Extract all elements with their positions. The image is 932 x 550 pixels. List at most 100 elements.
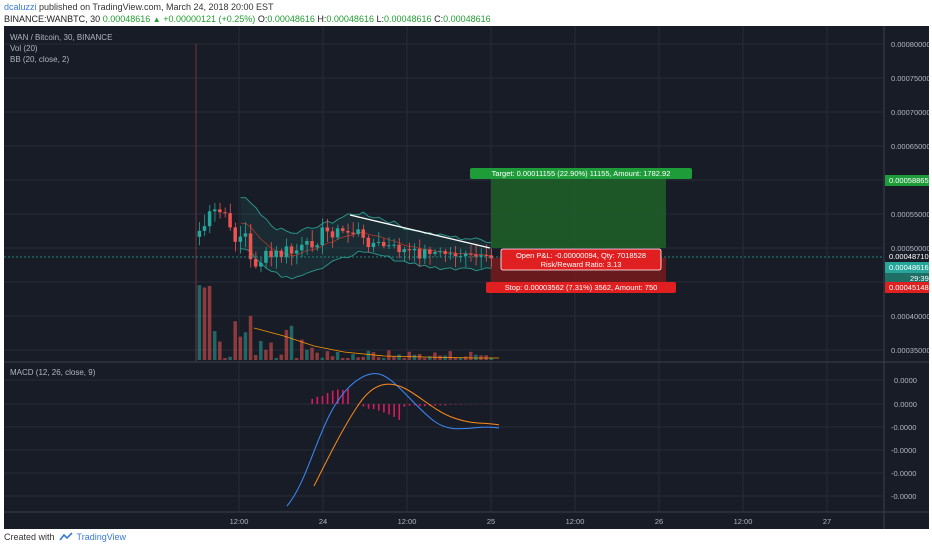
- volume-bars: [197, 285, 499, 360]
- volume-bar: [463, 356, 468, 360]
- time-tick: 26: [655, 517, 663, 526]
- macd-line: [286, 373, 500, 507]
- time-tick: 12:00: [734, 517, 753, 526]
- candle-body: [269, 250, 273, 257]
- candle-body: [315, 245, 319, 248]
- candle-body: [207, 211, 212, 227]
- candle-body: [284, 246, 289, 258]
- bb-upper: [240, 197, 492, 244]
- volume-bar: [387, 350, 391, 360]
- pnl-label: Open P&L: -0.00000094, Qty: 7018528: [516, 251, 646, 260]
- volume-legend[interactable]: Vol (20): [10, 44, 38, 53]
- high-value: 0.00048616: [326, 14, 374, 24]
- price-change: +0.00000121 (+0.25%): [163, 14, 256, 24]
- candle-body: [218, 209, 222, 213]
- candle-body: [335, 228, 340, 238]
- candle-body: [325, 227, 330, 232]
- macd-tick: -0.0000: [891, 492, 916, 501]
- bb-lower: [240, 248, 492, 280]
- volume-bar: [458, 358, 463, 360]
- symbol-quote-bar: BINANCE:WANBTC, 30 0.00048616 ▲ +0.00000…: [4, 14, 491, 24]
- volume-bar: [371, 352, 376, 360]
- volume-bar: [197, 285, 202, 360]
- volume-bar: [356, 357, 360, 360]
- candle-body: [346, 231, 350, 233]
- candle-body: [238, 236, 243, 242]
- candle-body: [463, 253, 468, 257]
- price-tick: 0.00075000: [891, 74, 929, 83]
- candle-body: [468, 253, 473, 255]
- macd-legend[interactable]: MACD (12, 26, close, 9): [10, 368, 96, 377]
- candle-body: [202, 226, 207, 231]
- bollinger-bands: [240, 197, 492, 280]
- volume-bar: [274, 358, 278, 360]
- time-tick: 25: [487, 517, 495, 526]
- candle-body: [253, 259, 258, 267]
- candle-body: [228, 213, 232, 228]
- chart-panel[interactable]: WAN / Bitcoin, 30, BINANCE Vol (20) BB (…: [4, 26, 931, 529]
- open-value: 0.00048616: [267, 14, 315, 24]
- volume-bar: [300, 339, 304, 360]
- line-price-text: 0.00048710: [889, 252, 929, 261]
- volume-bar: [474, 354, 478, 360]
- candle-body: [381, 241, 386, 247]
- volume-bar: [381, 358, 386, 360]
- candle-body: [212, 209, 217, 212]
- trend-line[interactable]: [349, 214, 491, 249]
- chart-grid: [4, 26, 884, 512]
- candle-body: [453, 253, 458, 257]
- time-axis[interactable]: 12:00 24 12:00 25 12:00 26 12:00 27: [230, 517, 832, 526]
- tradingview-link[interactable]: TradingView: [76, 532, 127, 542]
- pnl-label-box[interactable]: [500, 248, 662, 271]
- stop-price-tag: [885, 282, 929, 293]
- stop-label-box[interactable]: [486, 282, 676, 293]
- candle-body: [422, 249, 427, 259]
- line-price-tag: [885, 251, 929, 262]
- macd-tick: -0.0000: [891, 469, 916, 478]
- candle-body: [356, 229, 360, 235]
- candle-body: [223, 212, 227, 214]
- target-price-text: 0.00058865: [889, 176, 929, 185]
- macd-axis[interactable]: 0.0000 0.0000 -0.0000 -0.0000 -0.0000 -0…: [891, 376, 917, 501]
- target-label-box[interactable]: [470, 168, 692, 179]
- volume-bar: [351, 354, 355, 360]
- close-value: 0.00048616: [443, 14, 491, 24]
- chart-canvas[interactable]: WAN / Bitcoin, 30, BINANCE Vol (20) BB (…: [4, 26, 931, 529]
- stop-price-text: 0.00045148: [889, 283, 929, 292]
- author-link[interactable]: dcaluzzi: [4, 2, 37, 12]
- candle-body: [448, 253, 453, 255]
- price-tick: 0.00055000: [891, 210, 929, 219]
- volume-bar: [376, 357, 381, 360]
- bb-legend[interactable]: BB (20, close, 2): [10, 55, 69, 64]
- volume-bar: [212, 331, 217, 360]
- volume-bar: [412, 354, 417, 360]
- volume-ma: [253, 327, 499, 359]
- last-price: 0.00048616: [102, 14, 151, 24]
- published-text: published on TradingView.com, March 24, …: [39, 2, 274, 12]
- volume-bar: [264, 349, 268, 360]
- volume-bar: [361, 356, 365, 360]
- candle-body: [351, 232, 355, 235]
- created-with-text: Created with: [4, 532, 55, 542]
- current-price-tag: [885, 262, 929, 273]
- volume-bar: [279, 354, 284, 360]
- price-tick: 0.00040000: [891, 312, 929, 321]
- volume-bar: [289, 325, 294, 360]
- candle-body: [417, 248, 422, 259]
- volume-bar: [218, 341, 222, 360]
- volume-bar: [422, 358, 427, 360]
- chart-title: WAN / Bitcoin, 30, BINANCE: [10, 33, 112, 42]
- signal-line: [313, 383, 500, 487]
- volume-bar: [335, 351, 340, 360]
- candlesticks[interactable]: [197, 202, 493, 273]
- candle-body: [371, 242, 376, 248]
- price-axis[interactable]: 0.00080000 0.00075000 0.00070000 0.00065…: [891, 40, 931, 355]
- candle-body: [397, 244, 401, 253]
- footer: Created with TradingView: [4, 532, 126, 542]
- tradingview-logo-icon: [58, 532, 73, 541]
- target-price-tag: [885, 175, 929, 186]
- volume-bar: [248, 315, 253, 360]
- macd-tick: -0.0000: [891, 423, 916, 432]
- profit-zone[interactable]: [491, 178, 666, 248]
- volume-bar: [233, 321, 237, 360]
